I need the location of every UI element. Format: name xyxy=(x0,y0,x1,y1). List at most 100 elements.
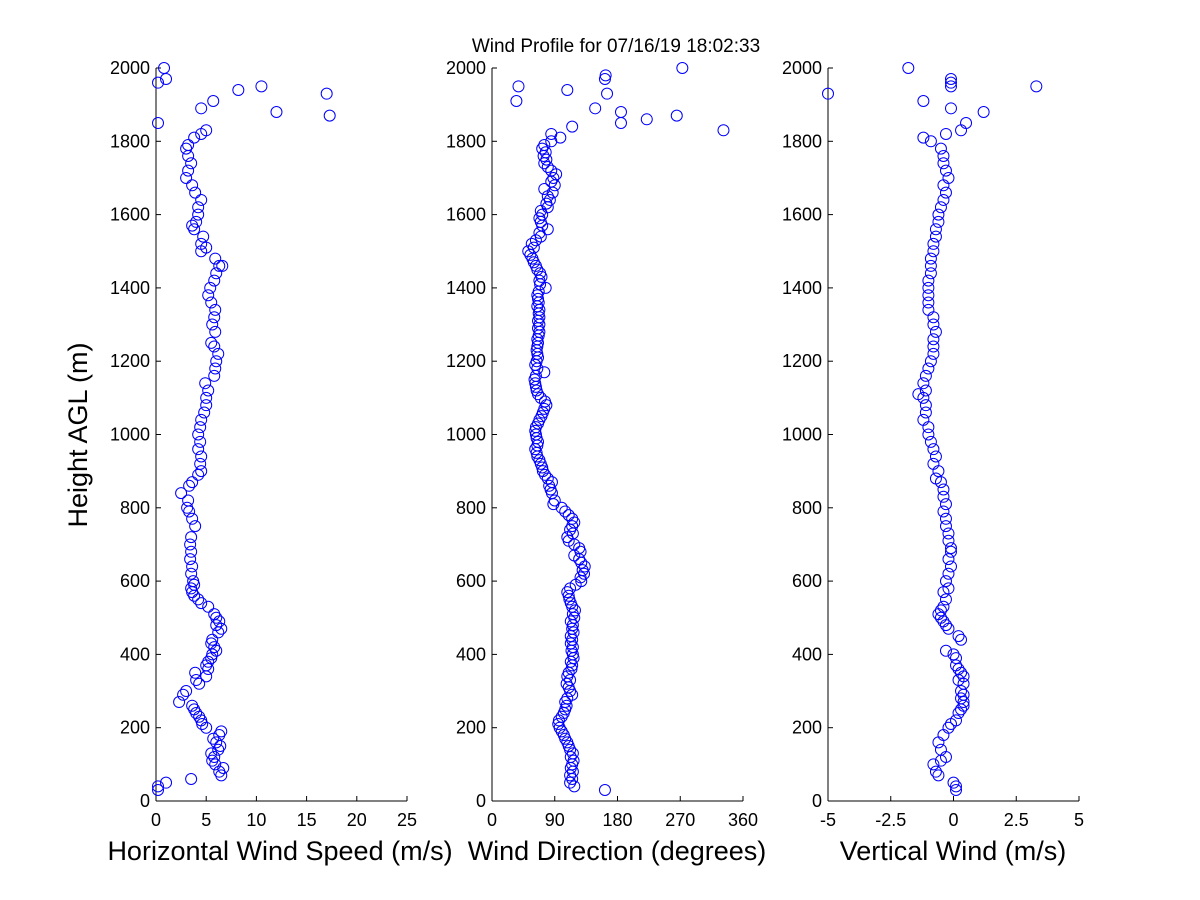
data-point-vertical xyxy=(919,406,932,419)
y-tick-label-direction: 800 xyxy=(456,498,486,518)
data-point-speed xyxy=(200,670,213,683)
data-point-vertical xyxy=(942,527,955,540)
x-tick-label-speed: 0 xyxy=(151,810,161,830)
y-tick-label-speed: 1400 xyxy=(110,278,150,298)
data-point-direction xyxy=(598,784,611,797)
x-tick-label-vertical: 5 xyxy=(1074,810,1084,830)
data-point-speed xyxy=(186,512,199,525)
data-point-vertical xyxy=(944,542,957,555)
data-point-vertical xyxy=(929,325,942,338)
data-point-speed xyxy=(195,597,208,610)
data-point-speed xyxy=(152,784,165,797)
data-point-speed xyxy=(210,355,223,368)
panel-direction: Wind Direction (degrees) 0 200 400 600 800 10… xyxy=(446,58,766,866)
data-point-vertical xyxy=(927,457,940,470)
x-tick-label-direction: 180 xyxy=(602,810,632,830)
data-point-vertical xyxy=(977,105,990,118)
data-point-speed xyxy=(200,124,213,137)
data-point-speed xyxy=(194,421,207,434)
data-point-speed xyxy=(189,520,202,533)
data-point-direction xyxy=(538,182,551,195)
x-tick-label-vertical: -5 xyxy=(820,810,836,830)
data-point-direction xyxy=(640,113,653,126)
x-tick-label-speed: 20 xyxy=(347,810,367,830)
data-point-vertical xyxy=(922,274,935,287)
data-point-speed xyxy=(192,201,205,214)
y-tick-label-speed: 200 xyxy=(120,718,150,738)
y-tick-label-speed: 400 xyxy=(120,644,150,664)
data-point-direction xyxy=(564,630,577,643)
data-point-speed xyxy=(152,76,165,89)
data-point-vertical xyxy=(932,736,945,749)
data-point-speed xyxy=(195,413,208,426)
data-point-vertical xyxy=(957,696,970,709)
data-point-vertical xyxy=(939,520,952,533)
data-point-speed xyxy=(217,762,230,775)
data-point-vertical xyxy=(922,362,935,375)
data-point-direction xyxy=(573,553,586,566)
data-point-vertical xyxy=(927,245,940,258)
data-point-vertical xyxy=(922,428,935,441)
data-point-speed xyxy=(180,685,193,698)
data-point-speed xyxy=(204,281,217,294)
data-point-speed xyxy=(270,105,283,118)
y-tick-label-vertical: 800 xyxy=(792,498,822,518)
data-point-speed xyxy=(182,149,195,162)
y-tick-label-direction: 1000 xyxy=(446,425,486,445)
data-point-direction xyxy=(614,116,627,129)
data-point-direction xyxy=(532,285,545,298)
data-point-vertical xyxy=(822,87,834,100)
data-point-direction xyxy=(589,102,602,115)
data-point-vertical xyxy=(934,611,947,624)
data-point-vertical xyxy=(950,780,963,793)
data-point-direction xyxy=(564,655,577,668)
data-point-vertical xyxy=(912,388,925,401)
data-point-vertical xyxy=(939,164,952,177)
data-point-direction xyxy=(534,204,547,217)
data-point-direction xyxy=(561,83,574,96)
data-point-direction xyxy=(548,494,561,507)
data-point-vertical xyxy=(917,413,930,426)
data-point-speed xyxy=(208,311,221,324)
x-tick-label-speed: 10 xyxy=(246,810,266,830)
data-point-speed xyxy=(186,586,199,599)
data-point-speed xyxy=(184,553,197,566)
data-point-direction xyxy=(552,718,565,731)
data-point-direction xyxy=(538,366,551,379)
data-point-speed xyxy=(197,230,210,243)
y-tick-label-direction: 0 xyxy=(476,791,486,811)
data-point-direction xyxy=(545,127,558,140)
x-tick-label-direction: 360 xyxy=(728,810,758,830)
data-point-speed xyxy=(205,296,218,309)
data-point-speed xyxy=(185,531,198,544)
data-point-speed xyxy=(192,443,205,456)
data-point-direction xyxy=(539,146,552,159)
data-point-vertical xyxy=(955,703,968,716)
data-point-speed xyxy=(187,575,200,588)
data-point-speed xyxy=(152,780,165,793)
data-point-vertical xyxy=(932,215,945,228)
data-point-vertical xyxy=(929,472,942,485)
data-point-direction xyxy=(574,571,587,584)
data-point-speed xyxy=(193,677,206,690)
data-point-speed xyxy=(212,347,225,360)
panel-vertical: Vertical Wind (m/s) 0 200 400 600 800 1000 120… xyxy=(782,58,1084,866)
panel-speed: Horizontal Wind Speed (m/s) 020040060080… xyxy=(107,58,452,866)
data-point-vertical xyxy=(927,333,940,346)
y-tick-label-speed: 1000 xyxy=(110,425,150,445)
data-point-speed xyxy=(209,758,222,771)
data-point-direction xyxy=(536,465,549,478)
data-point-vertical xyxy=(924,259,937,272)
data-point-vertical xyxy=(939,186,952,199)
y-tick-label-speed: 800 xyxy=(120,498,150,518)
data-point-vertical xyxy=(937,505,950,518)
y-tick-label-direction: 400 xyxy=(456,644,486,664)
data-point-vertical xyxy=(937,729,950,742)
data-point-speed xyxy=(207,94,220,107)
data-point-speed xyxy=(213,615,226,628)
y-tick-label-vertical: 1200 xyxy=(782,351,822,371)
data-point-vertical xyxy=(952,707,965,720)
data-point-speed xyxy=(198,406,211,419)
data-point-vertical xyxy=(937,149,950,162)
